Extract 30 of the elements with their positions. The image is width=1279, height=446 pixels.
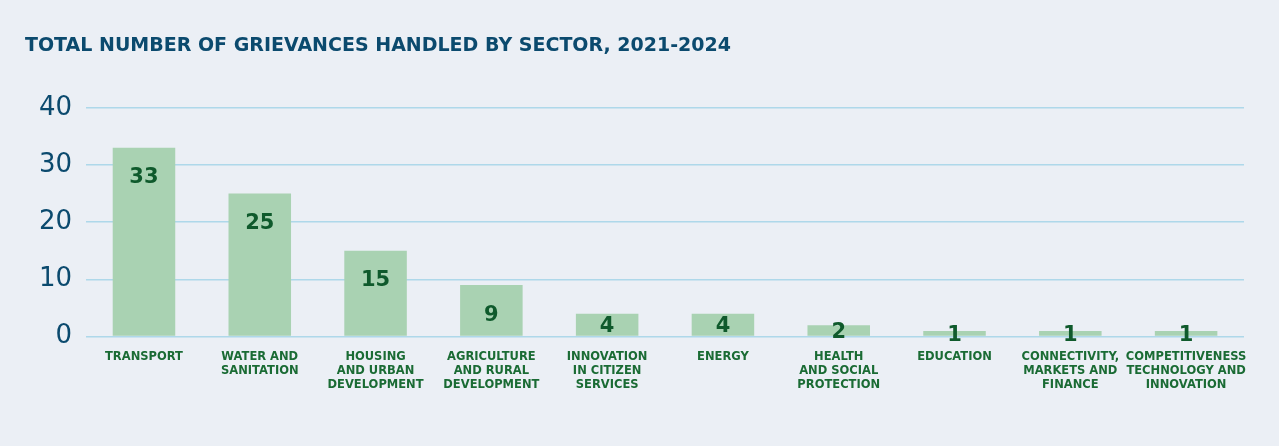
- x-tick-label: TRANSPORT: [105, 349, 184, 364]
- x-tick-label: AGRICULTURE AND RURAL DEVELOPMENT: [443, 349, 540, 392]
- x-tick-label: COMPETITIVENESS TECHNOLOGY AND INNOVATION: [1125, 349, 1247, 392]
- data-label: 1: [1178, 321, 1194, 346]
- chart-title: TOTAL NUMBER OF GRIEVANCES HANDLED BY SECTOR, 2021-2024: [25, 33, 731, 56]
- bar: [112, 147, 176, 336]
- bar: [344, 250, 407, 336]
- x-tick-label: HEALTH AND SOCIAL PROTECTION: [797, 349, 881, 392]
- data-label: 2: [831, 318, 847, 343]
- y-tick-label: 20: [38, 204, 73, 235]
- x-tick-label: ENERGY: [697, 349, 750, 364]
- y-tick-label: 10: [38, 262, 73, 293]
- data-label: 1: [1063, 321, 1078, 346]
- x-tick-label: INNOVATION IN CITIZEN SERVICES: [566, 349, 648, 392]
- y-tick-label: 30: [38, 147, 73, 178]
- x-tick-label: CONNECTIVITY, MARKETS AND FINANCE: [1021, 349, 1120, 392]
- x-tick-label: EDUCATION: [917, 349, 992, 364]
- y-tick-label: 40: [38, 90, 73, 121]
- x-tick-label: WATER AND SANITATION: [220, 349, 299, 378]
- y-tick-label: 0: [55, 319, 73, 350]
- data-label: 15: [360, 267, 391, 292]
- data-label: 9: [484, 301, 499, 326]
- data-label: 1: [947, 321, 962, 346]
- bar: [228, 193, 292, 336]
- x-tick-label: HOUSING AND URBAN DEVELOPMENT: [327, 349, 424, 392]
- data-label: 25: [245, 210, 275, 235]
- data-label: 4: [599, 313, 615, 338]
- data-label: 33: [129, 164, 159, 189]
- data-label: 4: [715, 313, 731, 338]
- bar: [460, 285, 523, 336]
